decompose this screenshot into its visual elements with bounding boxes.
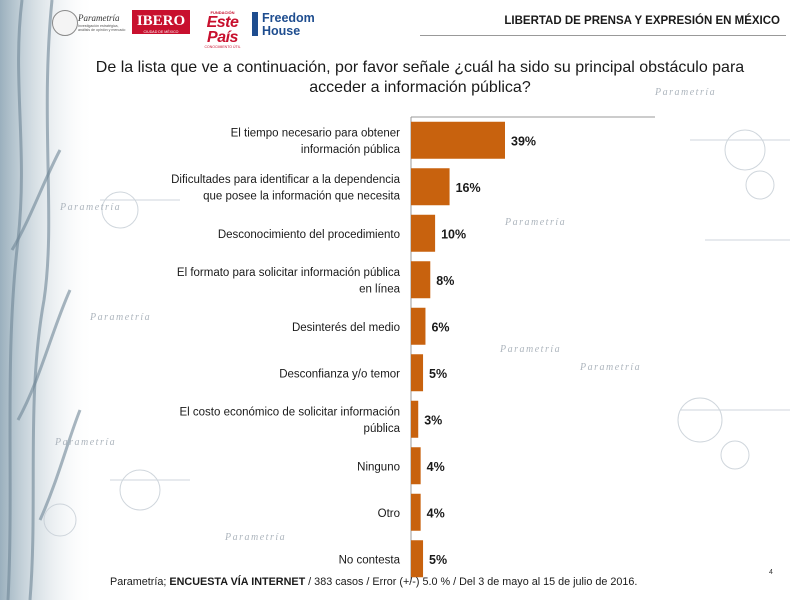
category-label: Desconocimiento del procedimiento (218, 229, 400, 241)
category-label: que posee la información que necesita (203, 191, 401, 203)
header-divider (420, 35, 786, 36)
bar-value-label: 16% (456, 181, 481, 195)
survey-question: De la lista que ve a continuación, por f… (80, 58, 760, 98)
watermark-text: Parametría (579, 362, 641, 373)
watermark-text: Parametría (59, 202, 121, 213)
bar (411, 493, 421, 531)
bar (411, 121, 505, 159)
este-pais-logo: FUNDACIÓN Este País CONOCIMIENTO ÚTIL (195, 10, 250, 49)
ibero-logo-subtext: CIUDAD DE MÉXICO (143, 30, 179, 34)
category-label: El costo económico de solicitar informac… (179, 407, 400, 419)
bar-value-label: 10% (441, 227, 466, 241)
watermark-text: Parametría (499, 344, 561, 355)
freedom-house-line2: House (262, 24, 301, 38)
bar-value-label: 5% (429, 367, 447, 381)
freedom-house-logo-text: Freedom House (262, 12, 315, 38)
tree-branch-5 (38, 409, 82, 521)
bar-value-label: 4% (427, 506, 445, 520)
este-pais-logo-sup: FUNDACIÓN (210, 10, 235, 15)
survey-question-line-1: De la lista que ve a continuación, por f… (95, 59, 745, 76)
bar-value-label: 5% (429, 553, 447, 567)
math-sketches (43, 129, 790, 537)
footer-source: Parametría; ENCUESTA VÍA INTERNET / 383 … (110, 576, 637, 588)
bar (411, 400, 419, 438)
parametria-logo: Parametría Investigación estratégica, an… (52, 8, 125, 42)
math-sketch-circle-1 (724, 129, 766, 171)
este-pais-logo-text: Este País (206, 14, 239, 46)
bar-value-label: 6% (431, 320, 449, 334)
category-label: El formato para solicitar información pú… (177, 267, 401, 279)
parametria-logo-tagline: Investigación estratégica, análisis de o… (78, 24, 126, 33)
category-label: El tiempo necesario para obtener (231, 128, 401, 140)
bar (411, 214, 436, 252)
bar-value-label: 3% (424, 413, 442, 427)
header-title: LIBERTAD DE PRENSA Y EXPRESIÓN EN MÉXICO (504, 15, 780, 27)
category-label: en línea (359, 284, 401, 296)
math-sketch-circle-2 (745, 170, 775, 200)
math-sketch-circle-7 (43, 503, 77, 537)
este-pais-logo-bottom: CONOCIMIENTO ÚTIL (204, 45, 241, 49)
watermark-text: Parametría (89, 312, 151, 323)
bar-value-label: 8% (436, 274, 454, 288)
category-label: Desinterés del medio (292, 322, 400, 334)
bar-value-label: 4% (427, 460, 445, 474)
parametria-logo-text: Parametría (78, 13, 120, 23)
bar (411, 354, 424, 392)
ibero-logo-text: IBERO (136, 13, 186, 29)
watermark-text: Parametría (654, 87, 716, 98)
freedom-house-line1: Freedom (262, 11, 315, 25)
tree-branch-4 (10, 149, 62, 251)
freedom-house-logo: Freedom House (252, 10, 322, 40)
bar (411, 261, 431, 299)
bar (411, 168, 450, 206)
parametria-seal-icon (52, 10, 78, 36)
tree-branch-3 (16, 289, 72, 421)
watermark-text: Parametría (224, 532, 286, 543)
math-sketch-circle-5 (101, 191, 139, 229)
ibero-logo: IBERO CIUDAD DE MÉXICO (132, 10, 190, 34)
category-label: Dificultades para identificar a la depen… (171, 174, 400, 186)
math-sketch-circle-6 (119, 469, 161, 511)
category-label: Desconfianza y/o temor (279, 368, 400, 380)
category-label: Otro (378, 508, 400, 520)
tree-branch-2 (28, 0, 54, 600)
survey-question-line-2: acceder a información pública? (309, 79, 531, 96)
bar (411, 307, 426, 345)
bar-value-label: 39% (511, 134, 536, 148)
freedom-house-mark-icon (252, 12, 258, 36)
watermark-text: Parametría (504, 217, 566, 228)
math-sketch-circle-3 (677, 397, 723, 443)
tree-branch-1 (6, 0, 24, 600)
watermark-text: Parametría (54, 437, 116, 448)
bar (411, 447, 421, 485)
footer-prefix: Parametría; (110, 576, 170, 588)
math-sketch-circle-4 (720, 440, 750, 470)
footer-survey-name: ENCUESTA VÍA INTERNET (169, 576, 306, 588)
category-label: Ninguno (357, 461, 400, 473)
bar (411, 540, 424, 578)
category-label: No contesta (339, 554, 401, 566)
category-label: información pública (301, 144, 401, 156)
category-label: pública (364, 423, 401, 435)
page-number: 4 (769, 569, 773, 576)
footer-details: / 383 casos / Error (+/-) 5.0 % / Del 3 … (305, 576, 638, 588)
